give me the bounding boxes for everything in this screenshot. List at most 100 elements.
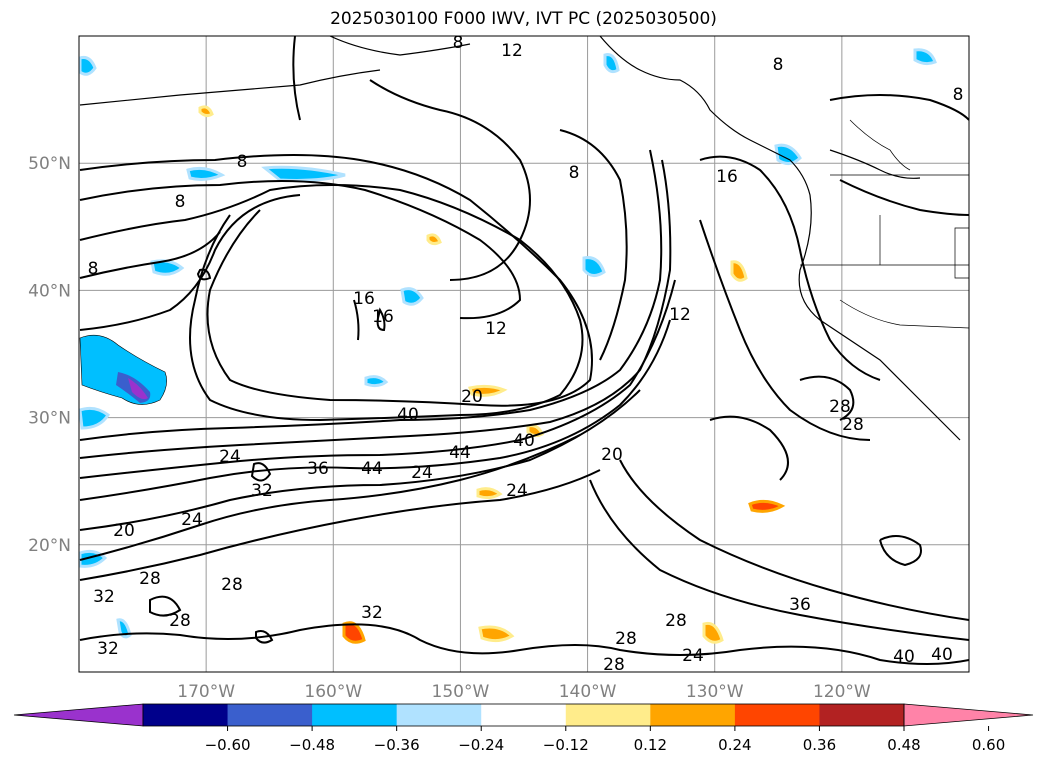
colorbar: −0.60 −0.48 −0.36 −0.24 −0.12 0.12 0.24 0.36 0.4… xyxy=(13,703,1034,754)
shade-patch xyxy=(400,287,424,306)
contour-label: 16 xyxy=(353,289,375,309)
map-border xyxy=(78,35,970,673)
contour-line xyxy=(250,462,272,482)
colorbar-segment xyxy=(312,704,398,726)
contour-label: 32 xyxy=(361,603,383,623)
contour-line xyxy=(879,535,922,567)
colorbar-segment xyxy=(565,704,651,726)
coastline xyxy=(79,69,381,106)
contour-label: 32 xyxy=(97,639,119,659)
contour-label: 24 xyxy=(181,510,203,530)
colorbar-tick-label: −0.12 xyxy=(543,736,589,754)
contour-line xyxy=(559,129,628,361)
latitude-labels: 50°N 40°N 30°N 20°N xyxy=(28,154,71,556)
map-frame-bg xyxy=(79,36,969,672)
contour-line xyxy=(255,630,274,644)
contour-label: 20 xyxy=(601,445,623,465)
contour-line xyxy=(79,149,663,441)
contour-label: 24 xyxy=(411,463,433,483)
contour-line xyxy=(79,319,671,501)
contour-line xyxy=(699,155,881,381)
colorbar-segment xyxy=(481,704,567,726)
contour-line xyxy=(353,299,360,341)
contour-label: 36 xyxy=(789,595,811,615)
contour-label: 40 xyxy=(397,405,419,425)
contour-label: 44 xyxy=(449,443,471,463)
contour-label: 32 xyxy=(251,481,273,501)
shade-patch xyxy=(198,105,214,118)
contour-label: 8 xyxy=(453,33,464,53)
shade-patch xyxy=(748,499,786,513)
longitude-labels: 170°W 160°W 150°W 140°W 130°W 120°W xyxy=(177,682,871,702)
border xyxy=(849,119,911,171)
contour-line xyxy=(149,595,182,617)
shade-patch xyxy=(702,621,724,644)
shading-negative xyxy=(79,48,937,639)
contour-line xyxy=(79,154,593,407)
contour-label: 28 xyxy=(842,415,864,435)
coastline xyxy=(329,36,471,56)
contour-line xyxy=(699,219,871,441)
colorbar-segment xyxy=(143,704,229,726)
lat-tick-label: 30°N xyxy=(28,409,71,429)
contour-line xyxy=(619,459,969,621)
shade-patch xyxy=(774,143,802,165)
colorbar-extend-high xyxy=(903,703,1034,727)
contour-label: 24 xyxy=(682,646,704,666)
colorbar-tick-label: −0.24 xyxy=(458,736,504,754)
shade-patch xyxy=(128,378,148,400)
contour-line xyxy=(79,469,601,581)
colorbar-segment xyxy=(734,704,820,726)
contour-label: 44 xyxy=(361,459,383,479)
contour-line xyxy=(369,79,531,281)
shade-patch xyxy=(342,621,366,644)
contour-labels: 1288888881216161620201228284040444436322… xyxy=(88,33,964,672)
shade-patch xyxy=(730,260,748,282)
contour-label: 24 xyxy=(506,481,528,501)
lat-tick-label: 40°N xyxy=(28,281,71,301)
lon-tick-label: 170°W xyxy=(177,682,235,702)
contour-label: 28 xyxy=(221,575,243,595)
colorbar-segment xyxy=(650,704,736,726)
contour-label: 36 xyxy=(307,459,329,479)
map-title: 2025030100 F000 IWV, IVT PC (2025030500) xyxy=(330,9,717,29)
contour-line xyxy=(79,184,584,422)
contour-label: 12 xyxy=(485,319,507,339)
contour-label: 8 xyxy=(175,192,186,212)
contour-line xyxy=(196,268,212,281)
map-content: 1288888881216161620201228284040444436322… xyxy=(79,33,969,672)
shade-patch xyxy=(186,166,226,181)
lon-tick-label: 150°W xyxy=(432,682,490,702)
shade-patch xyxy=(79,56,97,76)
shade-patch xyxy=(426,233,442,246)
contour-label: 40 xyxy=(513,431,535,451)
lon-tick-label: 140°W xyxy=(559,682,617,702)
colorbar-outline xyxy=(142,703,905,727)
contour-label: 32 xyxy=(93,587,115,607)
shade-patch xyxy=(603,53,620,74)
coastlines xyxy=(79,36,961,441)
colorbar-tick-label: 0.36 xyxy=(803,736,836,754)
contour-label: 8 xyxy=(237,152,248,172)
coastline xyxy=(599,36,961,441)
colorbar-segment xyxy=(227,704,313,726)
contour-label: 28 xyxy=(139,569,161,589)
contour-label: 28 xyxy=(615,629,637,649)
borders xyxy=(800,119,969,329)
contour-line xyxy=(79,180,522,320)
colorbar-tick-label: 0.48 xyxy=(887,736,920,754)
shade-patch xyxy=(468,384,508,397)
contour-label: 16 xyxy=(372,307,394,327)
contour-line xyxy=(79,279,676,479)
contour-label: 20 xyxy=(113,521,135,541)
lat-tick-label: 50°N xyxy=(28,154,71,174)
contour-line xyxy=(292,36,301,121)
colorbar-segment xyxy=(819,704,905,726)
contour-label: 40 xyxy=(893,647,915,667)
contour-line xyxy=(709,415,789,481)
shading-positive xyxy=(198,105,786,644)
contour-line xyxy=(799,375,855,421)
contour-label: 8 xyxy=(953,85,964,105)
contour-label: 8 xyxy=(773,55,784,75)
